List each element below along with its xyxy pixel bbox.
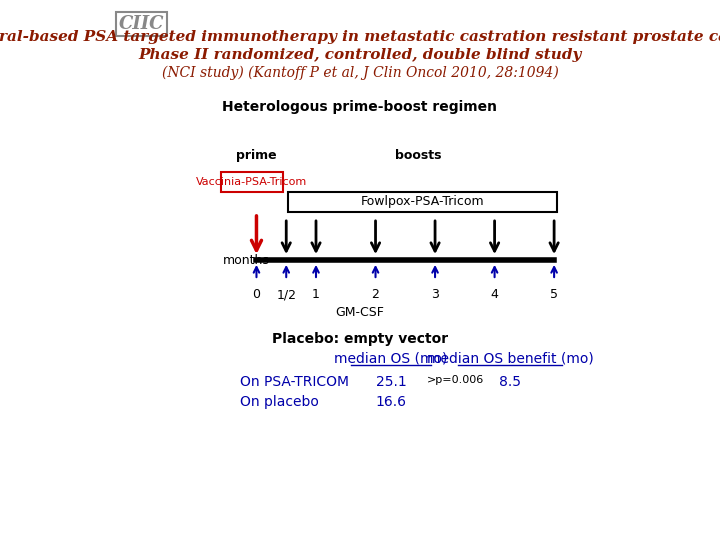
Text: On PSA-TRICOM: On PSA-TRICOM xyxy=(240,375,349,389)
Text: On placebo: On placebo xyxy=(240,395,319,409)
Text: 5: 5 xyxy=(550,288,558,301)
Text: 4: 4 xyxy=(490,288,498,301)
Text: 0: 0 xyxy=(253,288,261,301)
Bar xyxy=(287,192,557,212)
Text: Phase II randomized, controlled, double blind study: Phase II randomized, controlled, double … xyxy=(138,48,582,62)
Text: boosts: boosts xyxy=(395,149,441,162)
Text: Heterologous prime-boost regimen: Heterologous prime-boost regimen xyxy=(222,100,498,114)
Text: Fowlpox-PSA-Tricom: Fowlpox-PSA-Tricom xyxy=(361,195,485,208)
Text: 2: 2 xyxy=(372,288,379,301)
Bar xyxy=(221,172,283,192)
Text: 16.6: 16.6 xyxy=(376,395,407,409)
Text: 25.1: 25.1 xyxy=(376,375,406,389)
Text: prime: prime xyxy=(236,149,276,162)
Text: Placebo: empty vector: Placebo: empty vector xyxy=(272,332,448,346)
Text: median OS benefit (mo): median OS benefit (mo) xyxy=(427,352,593,366)
Text: 1: 1 xyxy=(312,288,320,301)
Text: >p=0.006: >p=0.006 xyxy=(427,375,484,385)
Text: GM-CSF: GM-CSF xyxy=(336,306,384,319)
Text: 3: 3 xyxy=(431,288,439,301)
Text: 1/2: 1/2 xyxy=(276,288,296,301)
Text: 8.5: 8.5 xyxy=(499,375,521,389)
Text: Vaccinia-PSA-Tricom: Vaccinia-PSA-Tricom xyxy=(197,177,307,187)
Text: months: months xyxy=(222,253,270,267)
Text: Poxviral-based PSA targeted immunotherapy in metastatic castration resistant pro: Poxviral-based PSA targeted immunotherap… xyxy=(0,30,720,44)
Text: CIIC: CIIC xyxy=(119,15,164,33)
Text: median OS (mo): median OS (mo) xyxy=(334,352,448,366)
Text: (NCI study) (Kantoff P et al, J Clin Oncol 2010, 28:1094): (NCI study) (Kantoff P et al, J Clin Onc… xyxy=(161,66,559,80)
